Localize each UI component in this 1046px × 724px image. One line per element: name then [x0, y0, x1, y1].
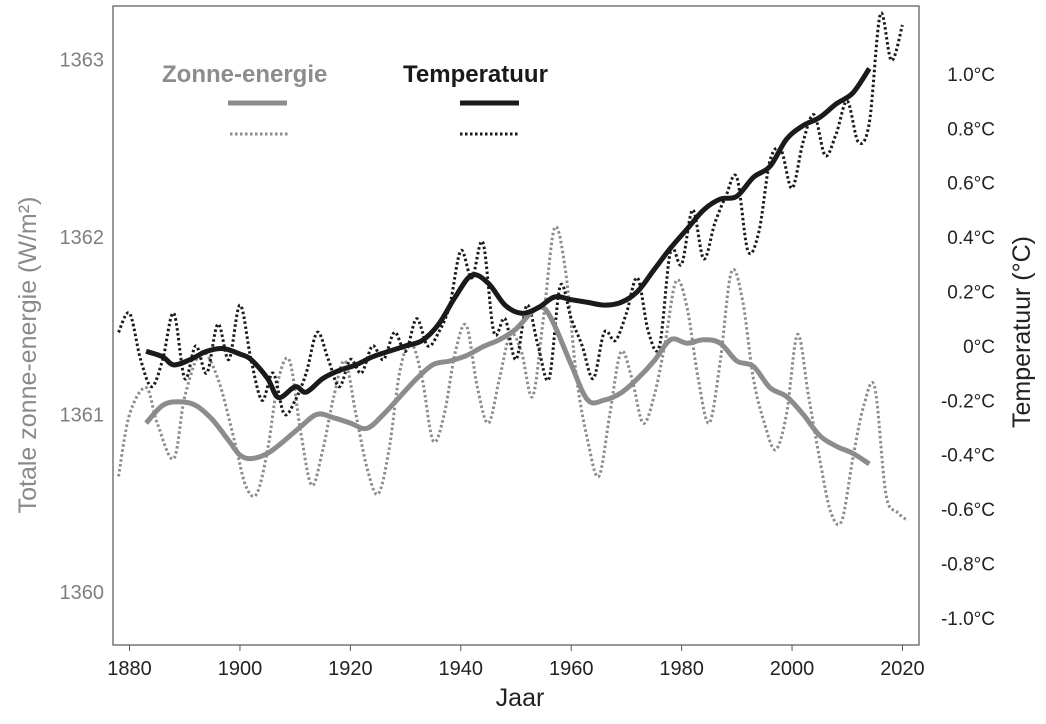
legend-solar-title: Zonne-energie [162, 61, 327, 88]
x-tick-label: 1960 [549, 658, 594, 680]
plot-frame [112, 5, 920, 646]
y-tick-label-right: -1.0°C [941, 609, 995, 630]
y-tick-label-right: 0.8°C [947, 119, 995, 140]
y-tick-label-right: 0.6°C [947, 174, 995, 195]
y-tick-label-right: 1.0°C [947, 65, 995, 86]
y-tick-label-right: -0.4°C [941, 446, 995, 467]
y-tick-label-right: -0.2°C [941, 391, 995, 412]
series-solar-annual [117, 225, 909, 527]
y-tick-label-right: -0.6°C [941, 500, 995, 521]
x-tick-label: 1900 [218, 658, 263, 680]
x-axis-title: Jaar [496, 684, 545, 712]
y-tick-label-left: 1362 [60, 227, 105, 249]
x-tick-label: 2020 [880, 658, 925, 680]
x-tick-label: 1980 [659, 658, 704, 680]
y-tick-label-left: 1360 [60, 582, 105, 604]
tick-layer: 1880 1900 1920 1940 1960 1980 2000 2020 1360 1361… [60, 49, 996, 680]
x-tick-label: 1920 [328, 658, 373, 680]
y-tick-label-right: 0°C [963, 337, 995, 358]
x-tick-label: 2000 [770, 658, 815, 680]
series-layer [117, 11, 909, 527]
series-line-solar-annual [117, 225, 909, 527]
y-tick-label-right: -0.8°C [941, 554, 995, 575]
series-line-temperature-average [145, 67, 872, 401]
y-tick-label-left: 1363 [60, 49, 105, 71]
legend: Zonne-energie Temperatuur [162, 61, 548, 136]
series-temperature-average [145, 67, 872, 401]
y-tick-label-left: 1361 [60, 404, 105, 426]
series-solar-average [144, 304, 871, 467]
y-tick-label-right: 0.2°C [947, 283, 995, 304]
x-tick-label: 1880 [107, 658, 152, 680]
y-axis-title-left: Totale zonne-energie (W/m²) [14, 197, 42, 514]
legend-temperature-title: Temperatuur [403, 61, 548, 88]
y-axis-title-right: Temperatuur (°C) [1008, 236, 1036, 428]
series-temperature-annual [117, 11, 904, 417]
x-tick-label: 1940 [439, 658, 484, 680]
y-tick-label-right: 0.4°C [947, 228, 995, 249]
series-line-temperature-annual [117, 11, 904, 417]
series-line-solar-average [144, 304, 871, 467]
